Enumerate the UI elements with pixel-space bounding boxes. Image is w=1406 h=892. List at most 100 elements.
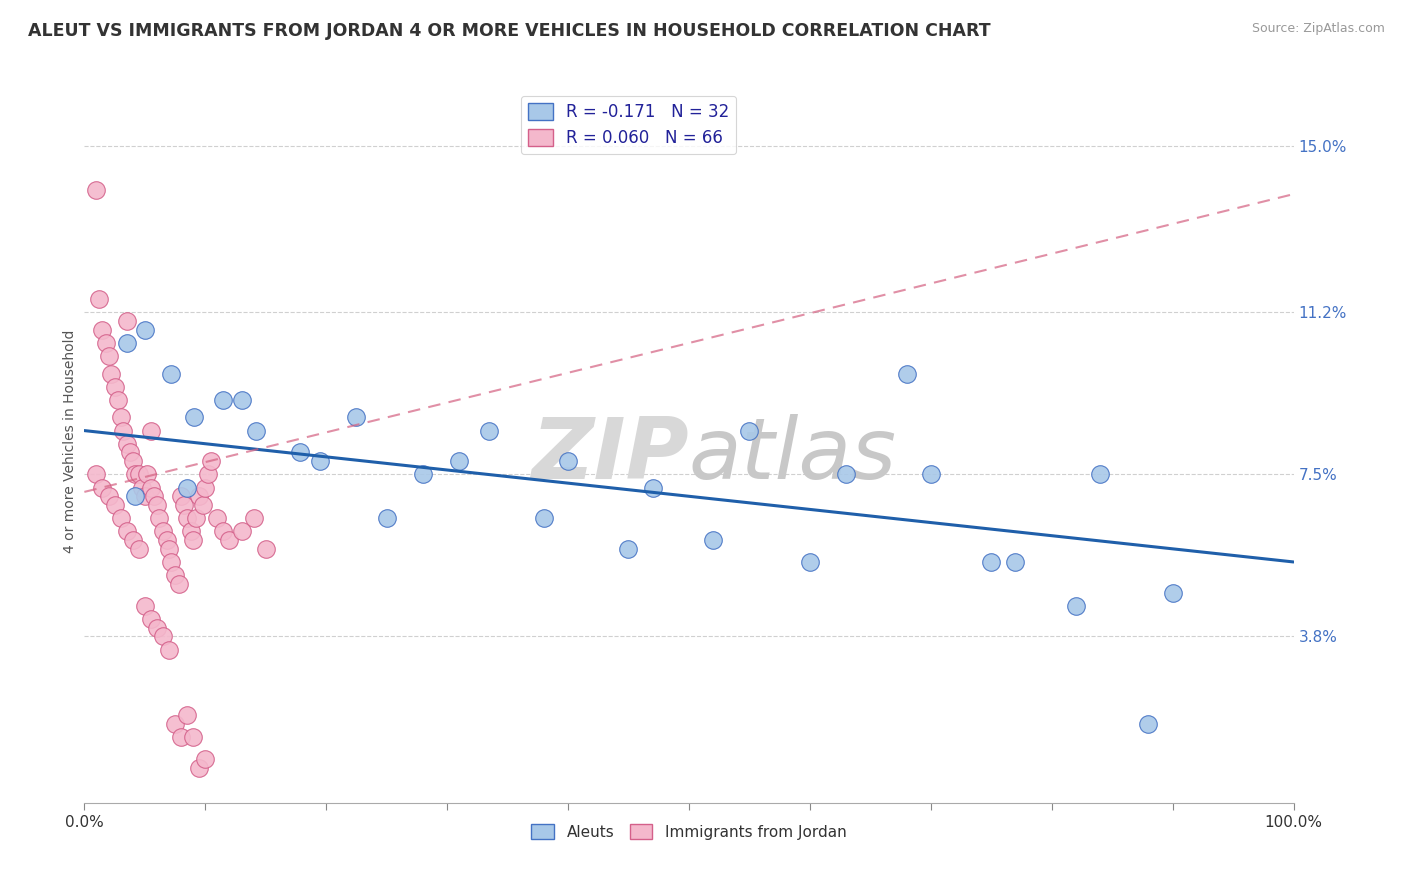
Y-axis label: 4 or more Vehicles in Household: 4 or more Vehicles in Household xyxy=(63,330,77,553)
Point xyxy=(157,642,180,657)
Point xyxy=(188,761,211,775)
Point xyxy=(131,481,153,495)
Point xyxy=(91,481,114,495)
Point xyxy=(146,498,169,512)
Point xyxy=(170,730,193,744)
Point xyxy=(254,541,277,556)
Point xyxy=(107,392,129,407)
Point xyxy=(346,410,368,425)
Point xyxy=(110,511,132,525)
Point xyxy=(94,336,117,351)
Point xyxy=(124,489,146,503)
Point xyxy=(110,410,132,425)
Point xyxy=(115,524,138,539)
Point xyxy=(412,467,434,482)
Point xyxy=(139,424,162,438)
Point xyxy=(533,511,555,525)
Point xyxy=(212,524,235,539)
Point xyxy=(120,445,142,459)
Point xyxy=(155,533,177,547)
Point xyxy=(309,454,332,468)
Point xyxy=(139,612,162,626)
Point xyxy=(143,489,166,503)
Point xyxy=(124,467,146,482)
Point xyxy=(176,708,198,723)
Point xyxy=(115,436,138,450)
Point xyxy=(200,454,222,468)
Point xyxy=(1064,599,1087,613)
Point xyxy=(191,498,214,512)
Point xyxy=(128,467,150,482)
Point xyxy=(87,292,110,306)
Point xyxy=(181,730,204,744)
Point xyxy=(160,367,183,381)
Point xyxy=(128,541,150,556)
Point xyxy=(176,481,198,495)
Point xyxy=(702,533,724,547)
Point xyxy=(617,541,640,556)
Point xyxy=(245,424,267,438)
Text: ZIP: ZIP xyxy=(531,415,689,498)
Point xyxy=(207,511,229,525)
Point xyxy=(1161,585,1184,599)
Point xyxy=(920,467,942,482)
Point xyxy=(180,524,202,539)
Legend: Aleuts, Immigrants from Jordan: Aleuts, Immigrants from Jordan xyxy=(526,818,852,846)
Point xyxy=(184,511,207,525)
Point xyxy=(288,445,311,459)
Point xyxy=(449,454,471,468)
Point xyxy=(212,392,235,407)
Point xyxy=(91,323,114,337)
Point xyxy=(1137,717,1160,731)
Point xyxy=(165,717,187,731)
Point xyxy=(799,555,821,569)
Point xyxy=(194,752,217,766)
Point xyxy=(112,424,135,438)
Point xyxy=(157,541,180,556)
Point xyxy=(835,467,858,482)
Point xyxy=(557,454,579,468)
Point xyxy=(188,489,211,503)
Point xyxy=(167,577,190,591)
Point xyxy=(896,367,918,381)
Point xyxy=(152,524,174,539)
Point xyxy=(97,349,120,363)
Point xyxy=(1088,467,1111,482)
Point xyxy=(231,524,253,539)
Point xyxy=(86,467,108,482)
Text: ALEUT VS IMMIGRANTS FROM JORDAN 4 OR MORE VEHICLES IN HOUSEHOLD CORRELATION CHAR: ALEUT VS IMMIGRANTS FROM JORDAN 4 OR MOR… xyxy=(28,22,991,40)
Point xyxy=(980,555,1002,569)
Point xyxy=(170,489,193,503)
Point xyxy=(176,511,198,525)
Point xyxy=(231,392,253,407)
Point xyxy=(100,367,122,381)
Point xyxy=(134,323,156,337)
Point xyxy=(121,533,143,547)
Point xyxy=(218,533,240,547)
Point xyxy=(146,621,169,635)
Point xyxy=(160,555,183,569)
Point xyxy=(181,533,204,547)
Point xyxy=(115,336,138,351)
Point xyxy=(1004,555,1026,569)
Point xyxy=(97,489,120,503)
Point xyxy=(121,454,143,468)
Point xyxy=(478,424,501,438)
Point xyxy=(136,467,159,482)
Point xyxy=(139,481,162,495)
Point xyxy=(194,481,217,495)
Point xyxy=(242,511,264,525)
Point xyxy=(148,511,170,525)
Point xyxy=(134,489,156,503)
Point xyxy=(738,424,761,438)
Point xyxy=(104,498,127,512)
Point xyxy=(165,568,187,582)
Point xyxy=(173,498,195,512)
Point xyxy=(134,599,156,613)
Point xyxy=(86,183,108,197)
Text: atlas: atlas xyxy=(689,415,897,498)
Point xyxy=(115,314,138,328)
Point xyxy=(183,410,205,425)
Point xyxy=(104,380,127,394)
Text: Source: ZipAtlas.com: Source: ZipAtlas.com xyxy=(1251,22,1385,36)
